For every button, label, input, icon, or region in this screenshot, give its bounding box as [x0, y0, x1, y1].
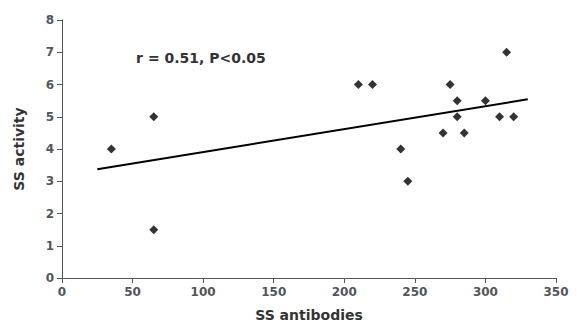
svg-text:7: 7: [46, 45, 54, 59]
svg-text:6: 6: [46, 78, 54, 92]
svg-text:350: 350: [543, 285, 568, 299]
svg-text:1: 1: [46, 239, 54, 253]
svg-text:8: 8: [46, 13, 54, 27]
svg-text:3: 3: [46, 174, 54, 188]
svg-text:200: 200: [332, 285, 357, 299]
svg-text:50: 50: [124, 285, 141, 299]
svg-text:4: 4: [46, 142, 54, 156]
svg-text:300: 300: [473, 285, 498, 299]
svg-text:0: 0: [58, 285, 66, 299]
svg-text:100: 100: [191, 285, 216, 299]
svg-text:SS antibodies: SS antibodies: [255, 307, 363, 323]
svg-text:2: 2: [46, 207, 54, 221]
svg-text:150: 150: [261, 285, 286, 299]
svg-text:0: 0: [46, 271, 54, 285]
svg-text:5: 5: [46, 110, 54, 124]
svg-text:r = 0.51, P<0.05: r = 0.51, P<0.05: [136, 50, 266, 66]
svg-text:SS activity: SS activity: [11, 107, 27, 190]
svg-text:250: 250: [402, 285, 427, 299]
